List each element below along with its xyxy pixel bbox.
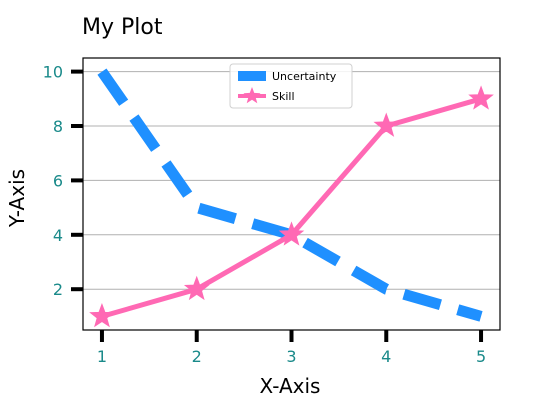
series-point-skill (278, 221, 305, 246)
series-point-skill (373, 112, 400, 137)
series-point-skill (89, 302, 115, 328)
y-tick-label: 2 (53, 280, 63, 299)
chart-title: My Plot (82, 15, 163, 40)
x-tick-label: 2 (192, 347, 202, 366)
x-tick-label: 4 (381, 347, 391, 366)
y-tick-label: 6 (53, 171, 63, 190)
y-tick-label: 4 (53, 226, 63, 245)
x-axis-label: X-Axis (260, 374, 321, 398)
series-point-skill (468, 85, 494, 110)
y-tick-label: 10 (43, 63, 63, 82)
y-axis-label: Y-Axis (5, 169, 29, 228)
legend-label-uncertainty: Uncertainty (272, 70, 337, 83)
series-point-skill (183, 275, 210, 301)
legend-marker-skill (243, 87, 261, 104)
series-line-skill (101, 96, 482, 319)
x-tick-label: 3 (286, 347, 296, 366)
x-tick-label: 1 (97, 347, 107, 366)
legend: Uncertainty Skill (229, 63, 353, 109)
series-line-uncertainty (97, 68, 483, 322)
legend-label-skill: Skill (272, 90, 295, 103)
y-tick-label: 8 (53, 117, 63, 136)
x-tick-label: 5 (476, 347, 486, 366)
series-layer (89, 68, 494, 328)
